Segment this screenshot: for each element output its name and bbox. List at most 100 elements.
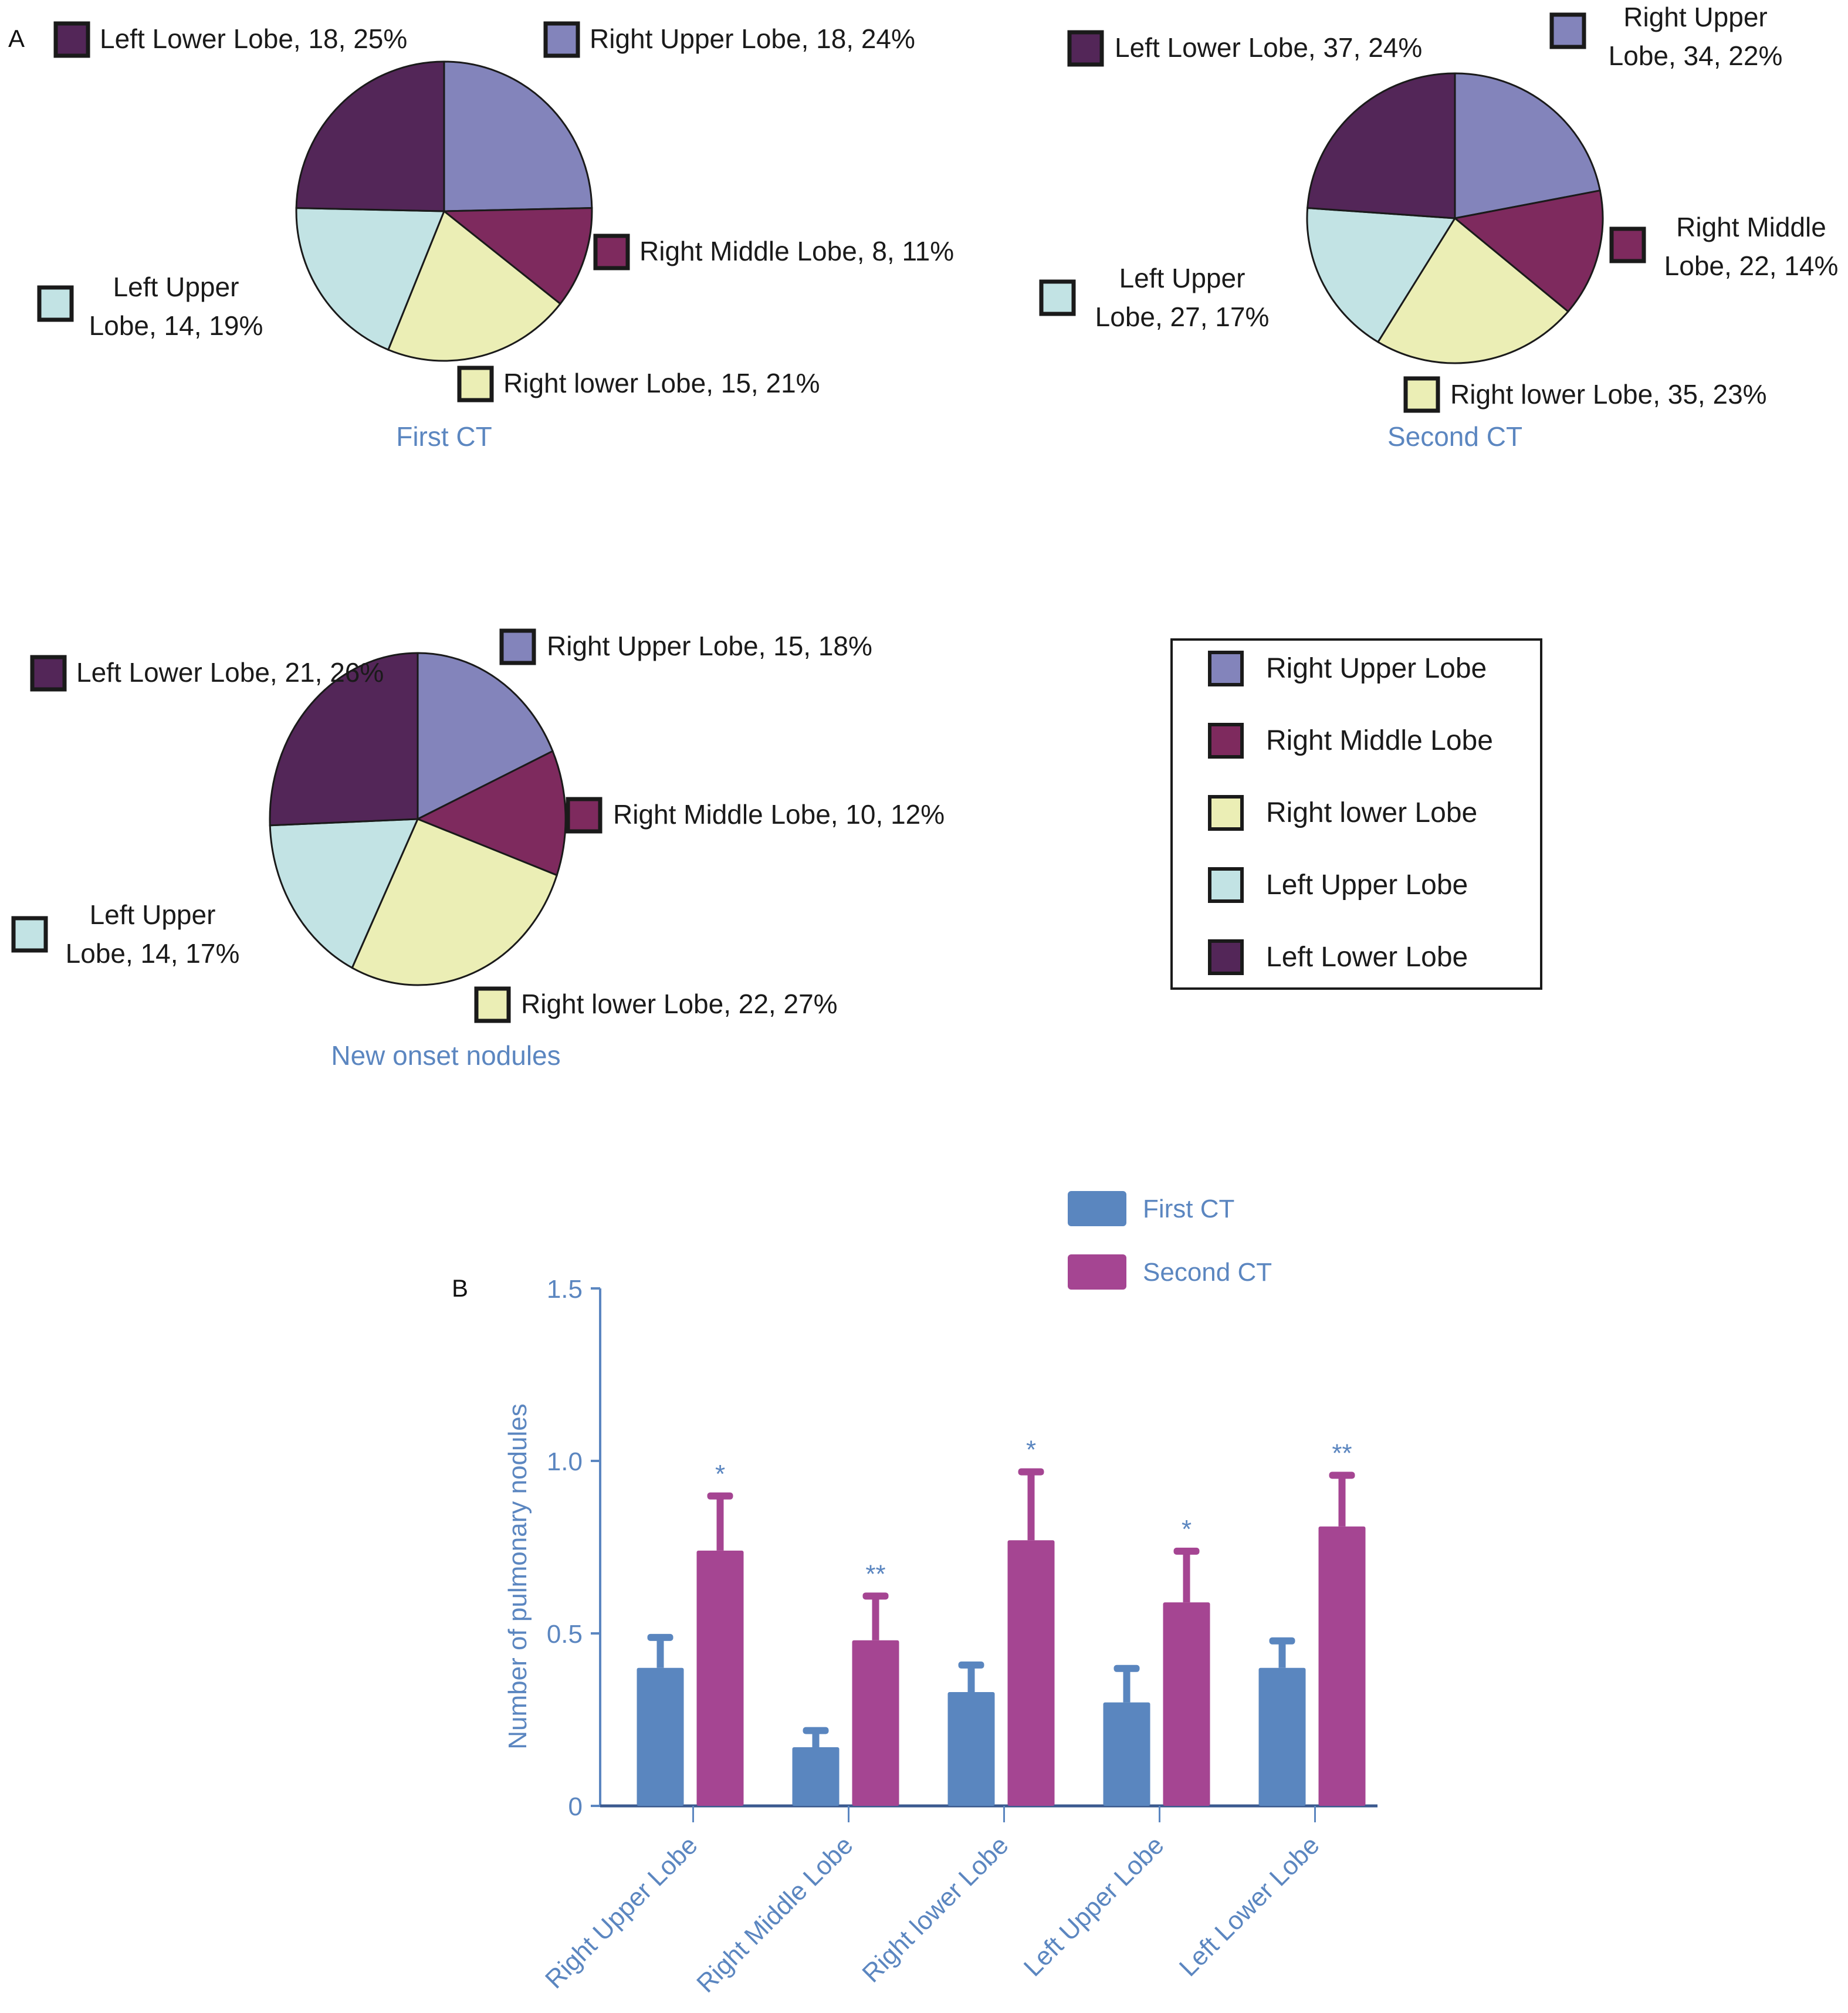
bar-first-ct — [1103, 1702, 1150, 1806]
x-tick-label: Left Upper Lobe — [1018, 1831, 1170, 1982]
bar-first-ct — [1258, 1667, 1306, 1806]
pie-data-label: Left Upper — [1119, 263, 1245, 293]
pie-label-swatch-right-lower — [474, 986, 511, 1023]
pie-legend: Right Upper Lobe Right Middle Lobe Right l… — [1170, 638, 1542, 990]
pie-slice-right-upper — [443, 60, 593, 212]
y-tick-label: 0.5 — [547, 1620, 583, 1649]
y-tick-label: 0 — [568, 1792, 583, 1821]
bar-second-ct — [1007, 1540, 1055, 1806]
pie-data-label: Lobe, 27, 17% — [1095, 302, 1270, 332]
pie-data-label: Right Middle — [1676, 212, 1826, 242]
significance-marker: ** — [1332, 1439, 1352, 1468]
pie-data-label: Lobe, 14, 19% — [89, 310, 263, 341]
pie-label-swatch-right-middle — [566, 797, 603, 834]
panel-label-a: A — [8, 25, 25, 52]
bar-legend-label: Second CT — [1143, 1258, 1272, 1287]
pie-slice-left-lower — [295, 60, 445, 212]
legend-label: Right Middle Lobe — [1266, 725, 1493, 756]
pie-slice-right-lower — [351, 818, 559, 986]
pie-slice-left-upper — [295, 207, 446, 351]
pie-slice-right-upper — [417, 652, 554, 821]
pie-data-label: Right Middle Lobe, 8, 11% — [639, 236, 954, 266]
pie-label-swatch-left-upper — [1039, 279, 1076, 316]
legend-label: Left Lower Lobe — [1266, 942, 1468, 973]
pie-title: First CT — [396, 421, 492, 452]
pie-data-label: Right lower Lobe, 35, 23% — [1450, 379, 1767, 410]
bar-legend-swatch — [1068, 1254, 1126, 1290]
pie-data-label: Left Lower Lobe, 18, 25% — [100, 23, 407, 54]
bar-first-ct — [792, 1747, 840, 1806]
error-bar-cap — [958, 1661, 984, 1669]
bar-second-ct — [696, 1550, 744, 1806]
pie-data-label: Right Upper — [1623, 2, 1767, 32]
error-bar-cap — [707, 1492, 733, 1500]
pie-data-label: Left Upper — [113, 272, 239, 302]
x-tick-label: Right Upper Lobe — [540, 1831, 703, 1994]
bar-second-ct — [852, 1640, 899, 1806]
pie-slice-left-lower — [269, 652, 419, 827]
significance-marker: ** — [865, 1559, 885, 1588]
pie-data-label: Right Upper Lobe, 15, 18% — [547, 631, 872, 661]
legend-swatch-left-upper — [1208, 867, 1244, 903]
pie-slice-left-upper — [1306, 207, 1457, 343]
bar-second-ct — [1163, 1602, 1210, 1806]
bar-chart: 0 0.5 1.0 1.5 Number of pulmonary nodules * Ri… — [503, 1191, 1377, 1998]
legend-label: Right lower Lobe — [1266, 797, 1477, 828]
bar-legend-swatch — [1068, 1191, 1126, 1226]
error-bar-cap — [647, 1633, 673, 1641]
pie-slice-right-lower — [387, 209, 562, 362]
pie-label-swatch-right-middle — [593, 234, 630, 270]
pie-data-label: Left Lower Lobe, 37, 24% — [1115, 32, 1422, 63]
bar-first-ct — [947, 1691, 995, 1806]
significance-marker: * — [715, 1460, 725, 1488]
legend-label: Left Upper Lobe — [1266, 870, 1468, 901]
pie-label-swatch-left-lower — [1067, 30, 1104, 67]
pie-label-swatch-right-middle — [1609, 226, 1646, 263]
pie-data-label: Lobe, 14, 17% — [66, 938, 240, 969]
error-bar-cap — [862, 1592, 889, 1600]
pie-slice-right-middle — [441, 207, 593, 305]
pie-data-label: Right Upper Lobe, 18, 24% — [590, 23, 915, 54]
pie-label-swatch-right-upper — [543, 21, 580, 58]
pie-chart-second-ct: Right Upper Lobe, 34, 22% Right Middle Lobe… — [1039, 2, 1839, 452]
bar-legend-label: First CT — [1143, 1195, 1234, 1223]
pie-slice-right-lower — [1376, 216, 1570, 364]
pie-chart-first-ct: Right Upper Lobe, 18, 24% Right Middle Lo… — [37, 21, 954, 452]
error-bar-cap — [803, 1727, 829, 1734]
pie-data-label: Lobe, 22, 14% — [1664, 251, 1839, 281]
pie-label-swatch-right-upper — [499, 628, 536, 665]
y-axis-label: Number of pulmonary nodules — [503, 1403, 532, 1749]
error-bar-cap — [1113, 1664, 1140, 1672]
legend-label: Right Upper Lobe — [1266, 653, 1487, 684]
significance-marker: * — [1182, 1515, 1192, 1544]
significance-marker: * — [1026, 1436, 1036, 1464]
pie-label-swatch-left-upper — [11, 916, 48, 953]
x-tick-label: Right Middle Lobe — [691, 1831, 858, 1998]
pie-slice-right-middle — [415, 750, 567, 877]
legend-swatch-right-upper — [1208, 651, 1244, 686]
pie-chart-new-onset: Right Upper Lobe, 15, 18% Right Middle Lo… — [11, 628, 945, 1071]
pie-data-label: Left Lower Lobe, 21, 26% — [76, 657, 384, 688]
pie-slice-right-upper — [1454, 72, 1602, 219]
pie-label-swatch-right-upper — [1549, 12, 1586, 49]
pie-data-label: Left Upper — [90, 899, 216, 930]
y-tick-label: 1.0 — [547, 1447, 583, 1476]
error-bar-cap — [1018, 1468, 1044, 1476]
legend-swatch-left-lower — [1208, 939, 1244, 975]
pie-data-label: Right lower Lobe, 15, 21% — [503, 368, 820, 398]
panel-label-b: B — [452, 1274, 468, 1302]
bar-second-ct — [1318, 1526, 1366, 1806]
pie-slice-left-upper — [269, 818, 419, 969]
pie-data-label: Right lower Lobe, 22, 27% — [521, 989, 838, 1019]
pie-data-label: Right Middle Lobe, 10, 12% — [613, 799, 945, 830]
pie-label-swatch-left-lower — [53, 21, 90, 58]
legend-swatch-right-middle — [1208, 723, 1244, 759]
pie-slice-left-lower — [1306, 72, 1456, 219]
x-tick-label: Right lower Lobe — [857, 1831, 1014, 1988]
legend-swatch-right-lower — [1208, 795, 1244, 831]
error-bar-cap — [1173, 1547, 1200, 1555]
pie-title: Second CT — [1387, 421, 1522, 452]
pie-data-label: Lobe, 34, 22% — [1609, 40, 1783, 71]
pie-label-swatch-right-lower — [457, 366, 494, 402]
